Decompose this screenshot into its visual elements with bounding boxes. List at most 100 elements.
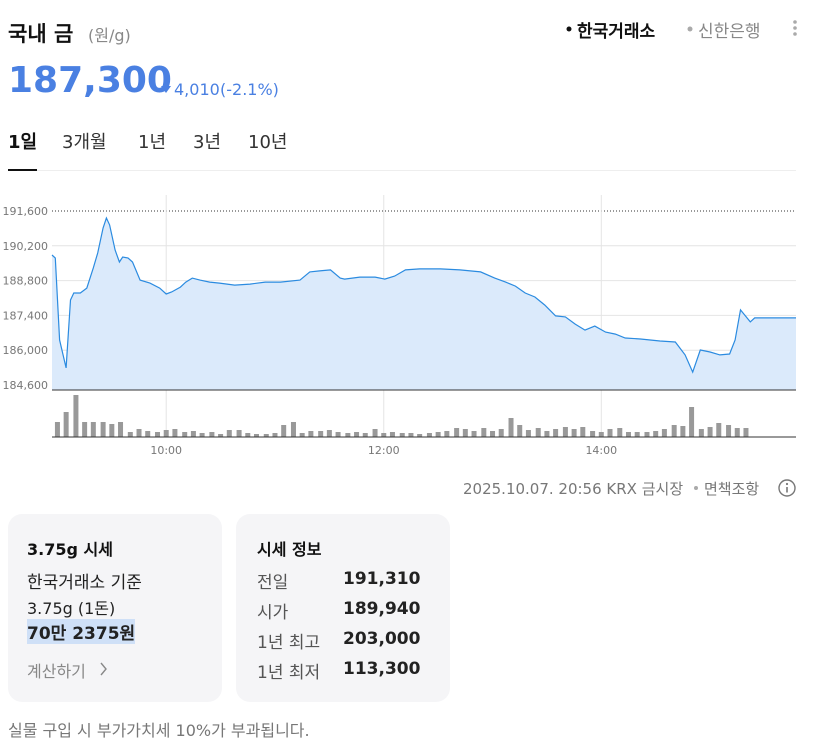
x-tick-label: 12:00 [368, 444, 400, 457]
volume-bar [253, 434, 259, 437]
y-tick-label: 186,000 [3, 344, 49, 357]
title: 국내 금 [8, 22, 74, 46]
volume-bar [553, 429, 559, 437]
volume-bar [90, 422, 96, 437]
y-tick-label: 190,200 [3, 240, 49, 253]
active-tab-underline [8, 169, 37, 171]
volume-bar [590, 431, 596, 437]
volume-bar [399, 433, 405, 437]
info-value: 189,940 [343, 599, 421, 619]
volume-bar [82, 422, 88, 437]
volume-bar [544, 431, 550, 437]
volume-bar [290, 422, 296, 437]
volume-bar [535, 428, 541, 437]
bullet [687, 26, 693, 32]
volume-bar [653, 431, 659, 437]
info-label: 시가 [257, 603, 289, 623]
volume-bar [607, 429, 613, 437]
bullet [566, 26, 572, 32]
period-tab[interactable]: 1년 [138, 132, 167, 153]
volume-bar [498, 429, 504, 437]
volume-bar [408, 433, 414, 437]
calculate-link[interactable]: 계산하기 [27, 662, 86, 681]
info-value: 113,300 [343, 659, 421, 679]
volume-bar [100, 422, 106, 437]
card-title: 3.75g 시세 [27, 540, 113, 559]
volume-bar [417, 434, 423, 437]
period-tab[interactable]: 3년 [193, 132, 222, 153]
volume-bar [680, 426, 686, 437]
card-basis: 한국거래소 기준 [27, 573, 142, 593]
volume-bar [63, 412, 69, 437]
volume-bar [326, 430, 332, 437]
price-area [52, 218, 796, 390]
volume-bar [734, 428, 740, 437]
menu-button[interactable] [791, 18, 799, 38]
volume-bar [389, 432, 395, 437]
bullet [694, 486, 698, 490]
volume-bar [689, 407, 695, 437]
volume-bar [118, 422, 124, 437]
volume-bar [617, 428, 623, 437]
source-tab[interactable]: 한국거래소 [577, 22, 656, 42]
volume-bar [743, 428, 749, 437]
volume-bar [354, 432, 360, 437]
volume-bar [644, 432, 650, 437]
volume-bar [145, 431, 151, 437]
volume-bar [707, 427, 713, 437]
card-title: 시세 정보 [257, 540, 322, 559]
vat-note: 실물 구입 시 부가가치세 10%가 부과됩니다. [8, 721, 310, 740]
volume-bar [671, 425, 677, 437]
volume-bar [372, 429, 378, 437]
volume-bar [362, 433, 368, 437]
info-card: 시세 정보 전일 191,310 시가 189,940 1년 최고 203,00… [236, 514, 450, 702]
volume-bar [155, 432, 161, 437]
volume-bar [444, 431, 450, 437]
source-tab[interactable]: 신한은행 [698, 22, 761, 42]
volume-bar [716, 423, 722, 437]
volume-bar [462, 429, 468, 437]
volume-bar [226, 430, 232, 437]
volume-bar [109, 424, 115, 437]
info-value: 191,310 [343, 569, 421, 589]
unit: (원/g) [88, 26, 131, 45]
info-label: 전일 [257, 573, 289, 593]
volume-bar [73, 395, 79, 437]
price-card: 3.75g 시세 한국거래소 기준 3.75g (1돈) 70만 2375원 계… [8, 514, 222, 702]
volume-bar [163, 430, 169, 437]
volume-bar [698, 429, 704, 437]
divider [8, 170, 796, 171]
volume-bar [318, 431, 324, 437]
volume-bar [245, 433, 251, 437]
chart: 184,600 186,000 187,400 188,800 190,200 191,6… [3, 195, 796, 457]
volume-bar [625, 432, 631, 437]
price-line [51, 216, 796, 374]
y-tick-label: 188,800 [3, 275, 49, 288]
volume-bar [571, 429, 577, 437]
volume-bar [525, 430, 531, 437]
volume-bar [182, 432, 188, 437]
chevron [100, 662, 107, 676]
volume-bar [54, 422, 60, 437]
volume-bar [481, 428, 487, 437]
volume-bar [634, 432, 640, 437]
info-value: 203,000 [343, 629, 421, 649]
volume-bar [127, 432, 133, 437]
period-tab[interactable]: 3개월 [62, 132, 107, 153]
period-tab[interactable]: 1일 [8, 132, 38, 153]
info-label: 1년 최저 [257, 663, 321, 683]
volume-bar [218, 434, 224, 437]
disclaimer[interactable]: 면책조항 [704, 480, 760, 498]
card-weight: 3.75g (1돈) [27, 599, 116, 618]
volume-bar [454, 428, 460, 437]
down-arrow [161, 86, 171, 93]
timestamp: 2025.10.07. 20:56 KRX 금시장 [463, 480, 684, 498]
volume-bar [236, 430, 242, 437]
price-change-pct: (-2.1%) [220, 80, 279, 99]
info-icon[interactable] [777, 478, 797, 498]
volume-bar [508, 418, 514, 437]
period-tab[interactable]: 10년 [248, 132, 288, 153]
volume-bar [345, 433, 351, 437]
price-change: 4,010 [174, 80, 220, 99]
volume-bar [209, 432, 215, 437]
